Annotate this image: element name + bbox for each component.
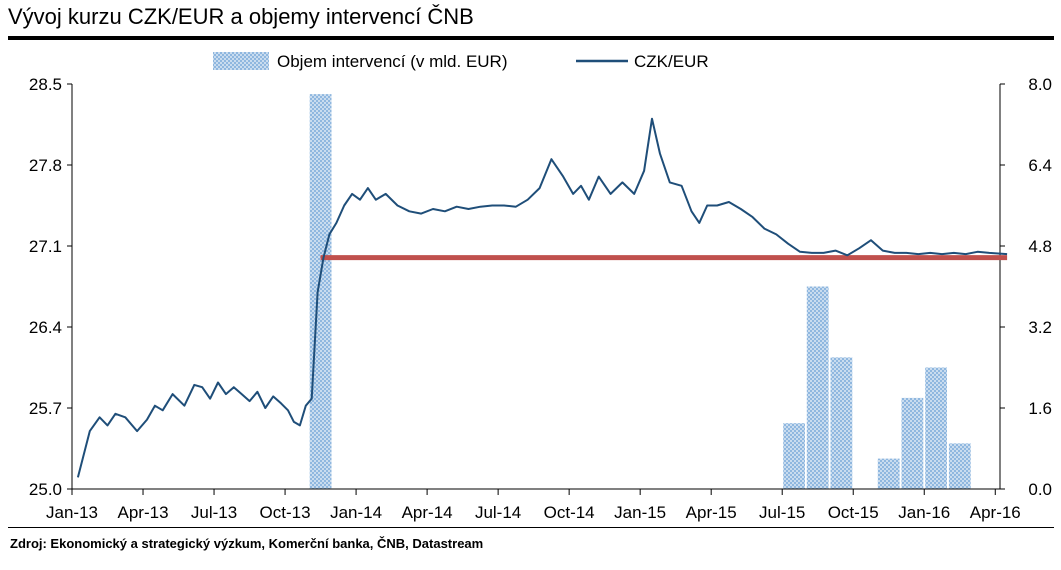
chart-title: Vývoj kurzu CZK/EUR a objemy intervencí … [8, 4, 474, 29]
y-left-tick-label-5: 28.5 [29, 75, 62, 94]
intervention-bar-5 [901, 397, 924, 489]
intervention-bar-3 [830, 357, 853, 489]
legend-bar-label: Objem intervencí (v mld. EUR) [277, 52, 508, 71]
y-right-tick-label-2: 3.2 [1028, 318, 1052, 337]
y-left-tick-label-2: 26.4 [29, 318, 62, 337]
y-left-tick-label-1: 25.7 [29, 399, 62, 418]
y-right-tick-label-3: 4.8 [1028, 237, 1052, 256]
y-right-tick-label-4: 6.4 [1028, 156, 1052, 175]
intervention-bar-7 [948, 443, 971, 489]
lines-group [76, 117, 1008, 478]
x-tick-label-10: Jul-15 [759, 503, 805, 522]
y-left-tick-label-0: 25.0 [29, 480, 62, 499]
legend: Objem intervencí (v mld. EUR) CZK/EUR [213, 52, 709, 71]
x-tick-label-3: Oct-13 [260, 503, 311, 522]
intervention-bar-4 [877, 458, 900, 489]
title-rule [8, 36, 1054, 40]
y-right-tick-label-5: 8.0 [1028, 75, 1052, 94]
x-tick-label-13: Apr-16 [970, 503, 1021, 522]
x-tick-label-2: Jul-13 [191, 503, 237, 522]
x-tick-label-1: Apr-13 [118, 503, 169, 522]
source-rule [8, 527, 1054, 528]
x-tick-label-12: Jan-16 [898, 503, 950, 522]
x-tick-label-7: Oct-14 [544, 503, 595, 522]
source-note: Zdroj: Ekonomický a strategický výzkum, … [10, 536, 484, 551]
bars-group [309, 94, 971, 489]
x-tick-label-6: Jul-14 [475, 503, 521, 522]
x-tick-label-9: Apr-15 [686, 503, 737, 522]
x-tick-label-5: Apr-14 [402, 503, 453, 522]
axes-group [71, 84, 1001, 490]
legend-line-label: CZK/EUR [634, 52, 709, 71]
y-left-tick-label-3: 27.1 [29, 237, 62, 256]
czk-eur-line [76, 117, 1008, 478]
y-right-tick-label-1: 1.6 [1028, 399, 1052, 418]
intervention-bar-1 [783, 423, 805, 489]
intervention-bar-6 [925, 367, 947, 489]
y-right-tick-label-0: 0.0 [1028, 480, 1052, 499]
intervention-bar-2 [806, 286, 829, 489]
y-left-tick-label-4: 27.8 [29, 156, 62, 175]
x-tick-label-4: Jan-14 [330, 503, 382, 522]
x-tick-label-8: Jan-15 [614, 503, 666, 522]
ticks-group: 25.0 25.7 26.4 27.1 27.8 28.5 0.0 1.6 3.2 4.8 6.4 8… [29, 75, 1052, 522]
x-tick-label-11: Oct-15 [828, 503, 879, 522]
x-tick-label-0: Jan-13 [46, 503, 98, 522]
legend-bar-swatch [213, 52, 269, 70]
intervention-bar-0 [309, 94, 332, 489]
